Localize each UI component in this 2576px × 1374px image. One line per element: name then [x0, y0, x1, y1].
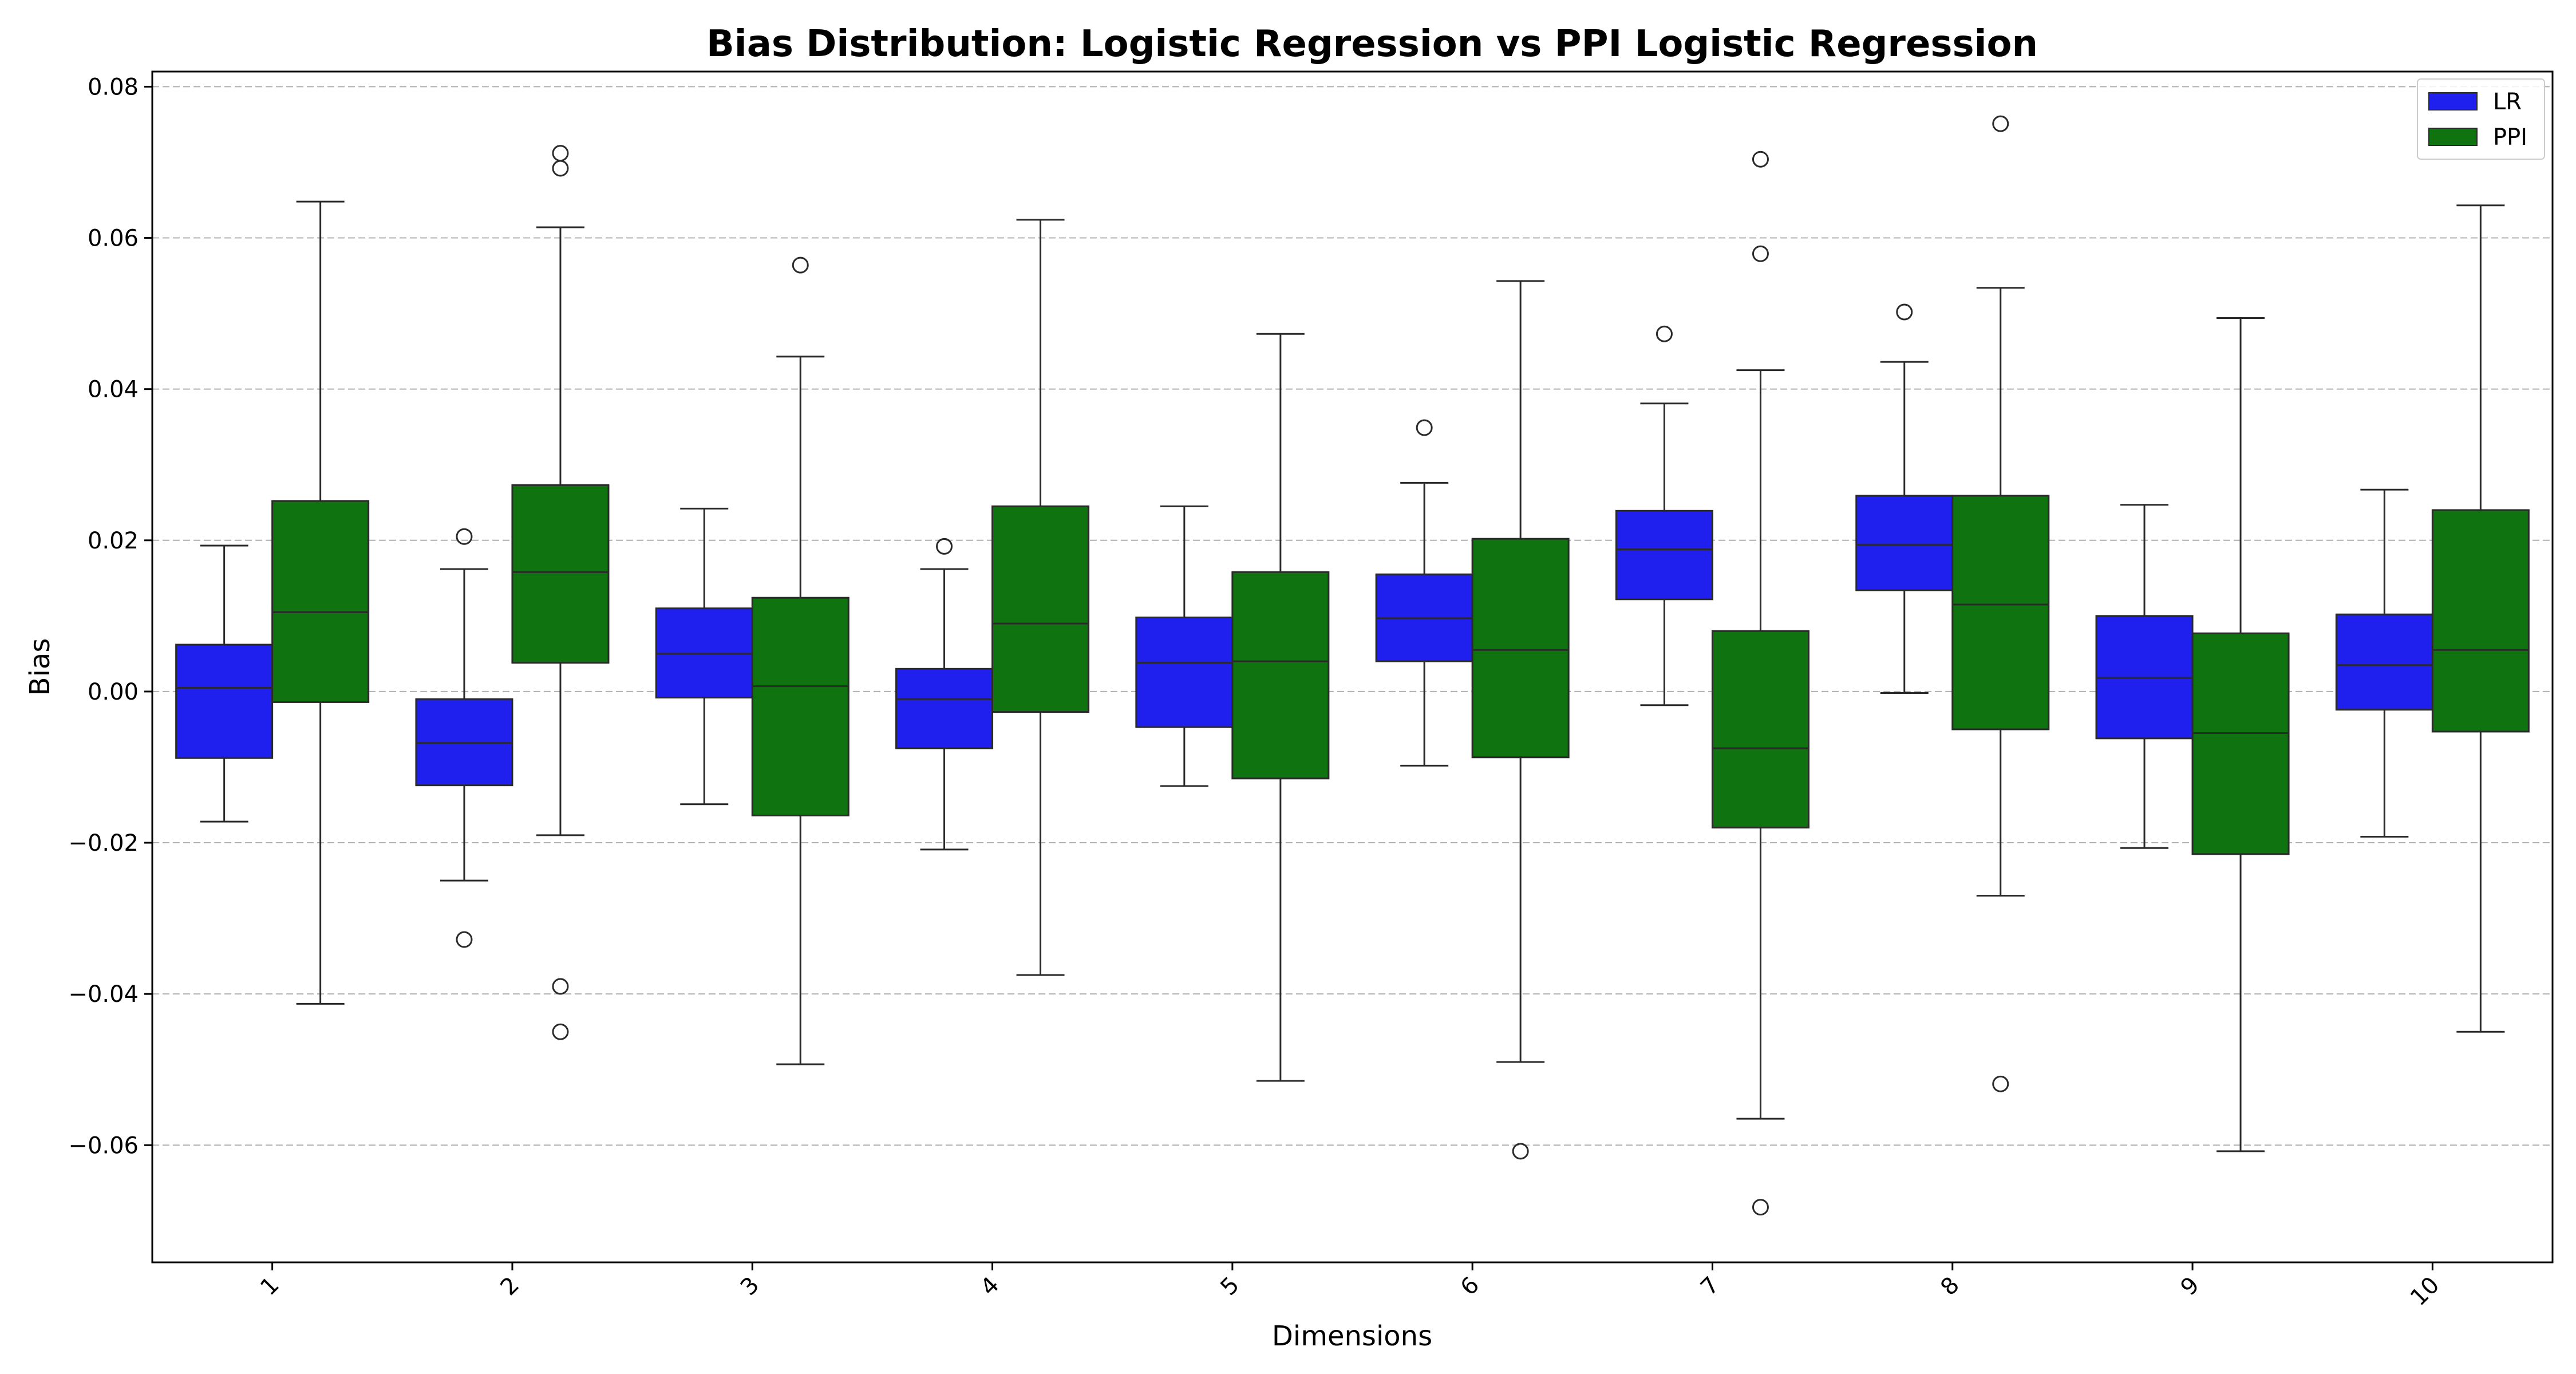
iqr-box: [1135, 616, 1234, 728]
box-lr-dim-9: [2095, 504, 2194, 849]
outlier-point: [552, 160, 569, 177]
plot-area-frame: [151, 70, 2554, 1264]
outlier-point: [1416, 419, 1433, 436]
x-tick-label: 2: [495, 1272, 524, 1301]
box-ppi-dim-9: [2191, 317, 2290, 1152]
outlier-point: [552, 978, 569, 995]
y-tick-label: −0.02: [68, 830, 139, 856]
outlier-point: [1752, 1199, 1769, 1216]
box-ppi-dim-4: [991, 219, 1090, 976]
iqr-box: [271, 500, 370, 703]
box-lr-dim-10: [2335, 488, 2433, 838]
iqr-box: [1711, 630, 1809, 829]
iqr-box: [2191, 632, 2290, 855]
box-lr-dim-7: [1615, 325, 1713, 706]
x-tick-label: 6: [1456, 1272, 1485, 1301]
y-tick-label: 0.00: [88, 679, 139, 705]
x-tick-label: 8: [1935, 1272, 1965, 1301]
outlier-point: [552, 145, 569, 162]
x-tick-label: 10: [2405, 1272, 2445, 1312]
legend-swatch-lr: [2428, 92, 2478, 110]
outlier-point: [1656, 325, 1673, 342]
x-tick-label: 9: [2176, 1272, 2205, 1301]
box-ppi-dim-8: [1951, 115, 2050, 1092]
outlier-point: [1512, 1143, 1529, 1160]
series-ppi: [271, 115, 2530, 1216]
iqr-box: [751, 597, 850, 817]
y-tick-label: −0.04: [68, 981, 139, 1008]
outlier-point: [1752, 151, 1769, 168]
outlier-point: [456, 528, 473, 545]
box-plot-series: [175, 115, 2530, 1216]
legend-label-lr: LR: [2493, 89, 2522, 115]
outlier-point: [1752, 245, 1769, 262]
y-tick-label: 0.06: [88, 226, 139, 252]
legend-label-ppi: PPI: [2493, 124, 2527, 151]
y-tick-label: 0.08: [88, 74, 139, 100]
box-lr-dim-1: [175, 544, 274, 823]
y-axis: −0.06 −0.04 −0.02 0.00 0.02 0.04 0.06 0.08: [68, 74, 152, 1159]
legend-swatch-ppi: [2428, 128, 2478, 146]
iqr-box: [991, 505, 1090, 713]
series-lr: [175, 303, 2433, 948]
iqr-box: [2431, 509, 2530, 733]
iqr-box: [1231, 571, 1330, 780]
box-lr-dim-2: [415, 528, 513, 948]
box-ppi-dim-7: [1711, 151, 1809, 1216]
iqr-box: [175, 643, 274, 759]
y-axis-label: Bias: [24, 638, 56, 696]
x-axis-label: Dimensions: [1272, 1320, 1432, 1352]
outlier-point: [456, 931, 473, 948]
box-lr-dim-3: [655, 507, 753, 806]
iqr-box: [511, 484, 610, 664]
box-ppi-dim-2: [511, 145, 610, 1040]
iqr-box: [1615, 510, 1713, 601]
x-tick-label: 4: [975, 1272, 1005, 1301]
outlier-point: [1992, 1075, 2009, 1092]
box-ppi-dim-3: [751, 256, 850, 1065]
y-tick-label: −0.06: [68, 1132, 139, 1159]
box-lr-dim-6: [1375, 419, 1473, 767]
iqr-box: [1471, 538, 1570, 759]
x-tick-label: 1: [255, 1272, 285, 1301]
x-tick-label: 3: [736, 1272, 765, 1301]
outlier-point: [792, 256, 809, 274]
box-ppi-dim-1: [271, 200, 370, 1005]
iqr-box: [1951, 495, 2050, 731]
outlier-point: [552, 1023, 569, 1040]
y-tick-label: 0.02: [88, 528, 139, 554]
box-lr-dim-5: [1135, 505, 1234, 787]
x-axis: 1 2 3 4 5 6 7 8 9 10: [255, 1262, 2444, 1311]
x-tick-label: 5: [1215, 1272, 1244, 1301]
box-lr-dim-8: [1855, 303, 1954, 694]
x-tick-label: 7: [1696, 1272, 1725, 1301]
box-ppi-dim-5: [1231, 333, 1330, 1082]
outlier-point: [1896, 303, 1913, 321]
iqr-box: [1855, 495, 1954, 591]
outlier-point: [1992, 115, 2009, 132]
box-ppi-dim-10: [2431, 204, 2530, 1033]
chart-title: Bias Distribution: Logistic Regression v…: [706, 23, 2038, 65]
box-ppi-dim-6: [1471, 280, 1570, 1160]
iqr-box: [895, 668, 994, 749]
y-tick-label: 0.04: [88, 377, 139, 403]
outlier-point: [936, 538, 953, 555]
box-lr-dim-4: [895, 538, 994, 851]
legend: LR PPI: [2417, 78, 2545, 160]
iqr-box: [2335, 613, 2433, 711]
